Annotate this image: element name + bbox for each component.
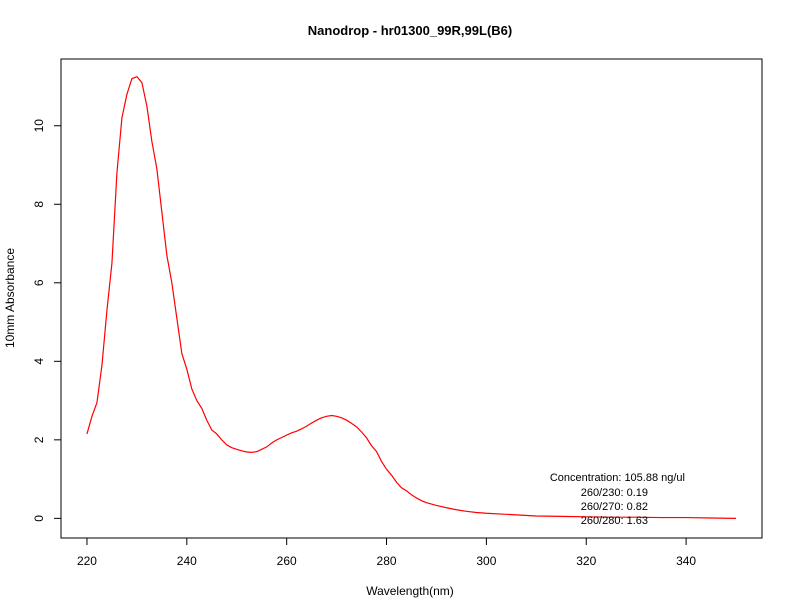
- y-tick-label: 8: [32, 201, 46, 208]
- x-tick-label: 220: [77, 554, 97, 568]
- series-line: [86, 75, 737, 519]
- x-tick-label: 300: [476, 554, 496, 568]
- plot-frame: [60, 58, 763, 539]
- y-tick-label: 10: [32, 119, 46, 133]
- x-tick-label: 340: [676, 554, 696, 568]
- x-tick-label: 320: [576, 554, 596, 568]
- annotation-ratio-260-230: 260/230: 0.19: [581, 487, 648, 499]
- annotation-block: Concentration: 105.88 ng/ul 260/230: 0.1…: [550, 472, 685, 527]
- x-tick-label: 260: [277, 554, 297, 568]
- y-tick-label: 6: [32, 279, 46, 286]
- y-tick-label: 2: [32, 436, 46, 443]
- y-tick-label: 4: [32, 358, 46, 365]
- y-axis-label: 10mm Absorbance: [3, 248, 17, 348]
- x-axis: 220 240 260 280 300 320 340: [77, 537, 696, 568]
- x-tick-label: 280: [377, 554, 397, 568]
- x-tick-label: 240: [177, 554, 197, 568]
- annotation-ratio-260-270: 260/270: 0.82: [581, 501, 648, 513]
- annotation-concentration: Concentration: 105.88 ng/ul: [550, 472, 685, 484]
- annotation-ratio-260-280: 260/280: 1.63: [581, 515, 648, 527]
- x-axis-label: Wavelength(nm): [366, 584, 454, 598]
- y-axis: 0 2 4 6 8 10: [32, 119, 62, 522]
- y-tick-label: 0: [32, 515, 46, 522]
- chart-title: Nanodrop - hr01300_99R,99L(B6): [308, 23, 512, 38]
